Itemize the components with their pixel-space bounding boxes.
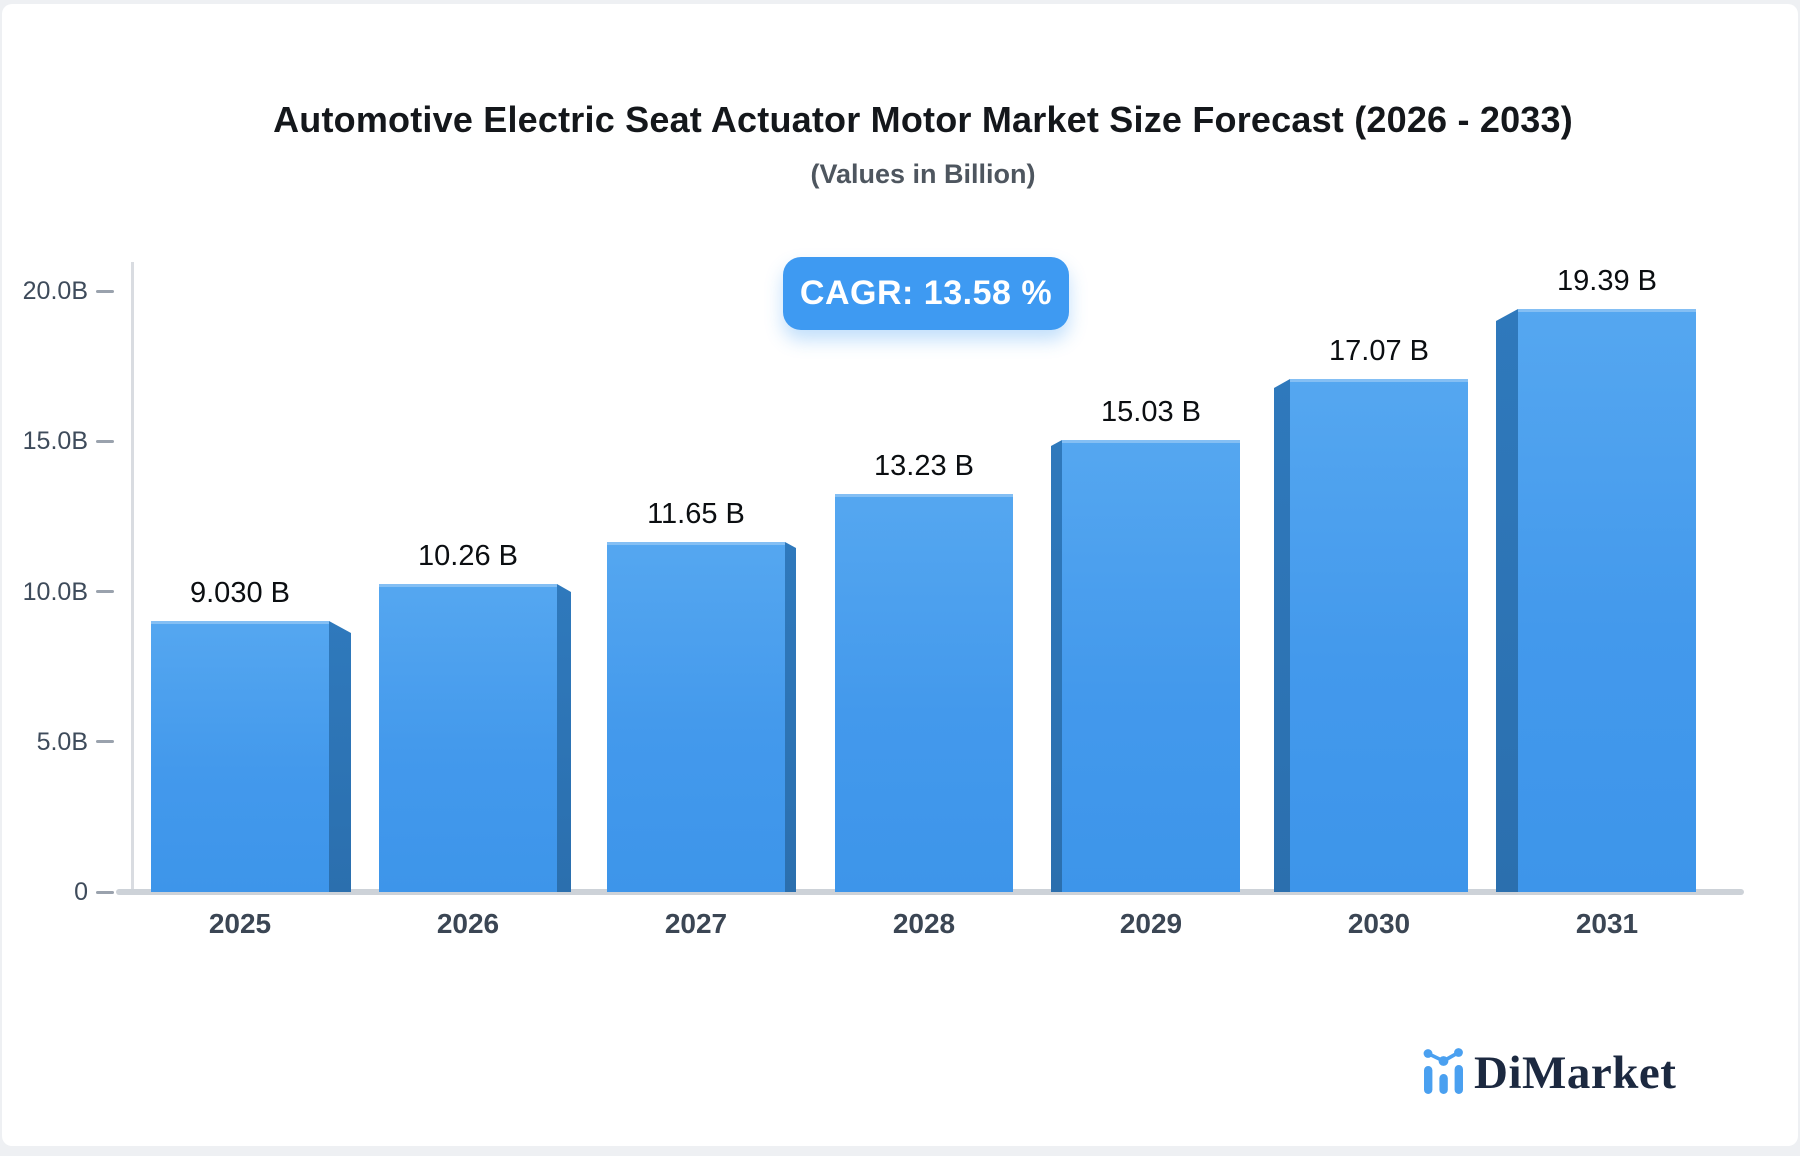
bar-face[interactable] [835, 494, 1013, 892]
chart-title: Automotive Electric Seat Actuator Motor … [273, 99, 1573, 140]
bar-value-label: 9.030 B [190, 577, 290, 609]
cagr-badge: CAGR: 13.58 % [783, 257, 1069, 330]
bar-value-label: 10.26 B [418, 540, 518, 572]
dimarket-logo: DiMarket [1423, 1046, 1703, 1099]
bar-side-left [1051, 440, 1062, 892]
x-axis-label-2025: 2025 [208, 908, 272, 939]
x-axis-label-2029: 2029 [1119, 908, 1183, 939]
y-axis-line [131, 262, 134, 889]
y-tick-label: 15.0B [22, 427, 88, 456]
bar-face[interactable] [1518, 309, 1696, 892]
chart-subtitle: (Values in Billion) [810, 159, 1036, 189]
y-tick-label: 0 [74, 878, 88, 906]
y-tick-mark [96, 890, 114, 894]
chart-card: Automotive Electric Seat Actuator Motor … [2, 4, 1798, 1146]
bar-face[interactable] [1290, 379, 1468, 892]
bar-side-right [557, 584, 571, 892]
dimarket-logo-icon [1423, 1048, 1463, 1094]
y-tick-mark [96, 740, 114, 744]
bar-face[interactable] [379, 584, 557, 892]
x-axis-line [116, 889, 1744, 895]
y-tick-label: 10.0B [22, 577, 88, 606]
y-tick-label: 5.0B [36, 727, 88, 756]
y-tick-label: 20.0B [22, 277, 88, 305]
bar-side-right [785, 542, 796, 892]
x-axis-label-2028: 2028 [892, 908, 956, 939]
bar-side-left [1274, 379, 1290, 892]
bar-value-label: 17.07 B [1329, 335, 1429, 367]
bar-value-label: 11.65 B [647, 498, 745, 530]
bar-value-label: 19.39 B [1557, 265, 1657, 297]
bar-face[interactable] [1062, 440, 1240, 892]
y-tick-mark [96, 590, 114, 593]
x-axis-label-2031: 2031 [1575, 908, 1639, 939]
y-tick-mark [96, 439, 114, 443]
bar-value-label: 13.23 B [874, 450, 974, 482]
x-axis-label-2030: 2030 [1347, 908, 1411, 939]
x-axis-label-2026: 2026 [436, 908, 500, 939]
x-axis-label-2027: 2027 [664, 908, 728, 939]
bar-side-right [329, 621, 351, 892]
bar-face[interactable] [151, 621, 329, 892]
dimarket-logo-text: DiMarket [1474, 1047, 1677, 1099]
y-tick-mark [96, 289, 114, 293]
bar-face[interactable] [607, 542, 785, 892]
bar-value-label: 15.03 B [1101, 396, 1201, 428]
bar-side-left [1496, 309, 1518, 892]
cagr-badge-text: CAGR: 13.58 % [799, 274, 1053, 312]
